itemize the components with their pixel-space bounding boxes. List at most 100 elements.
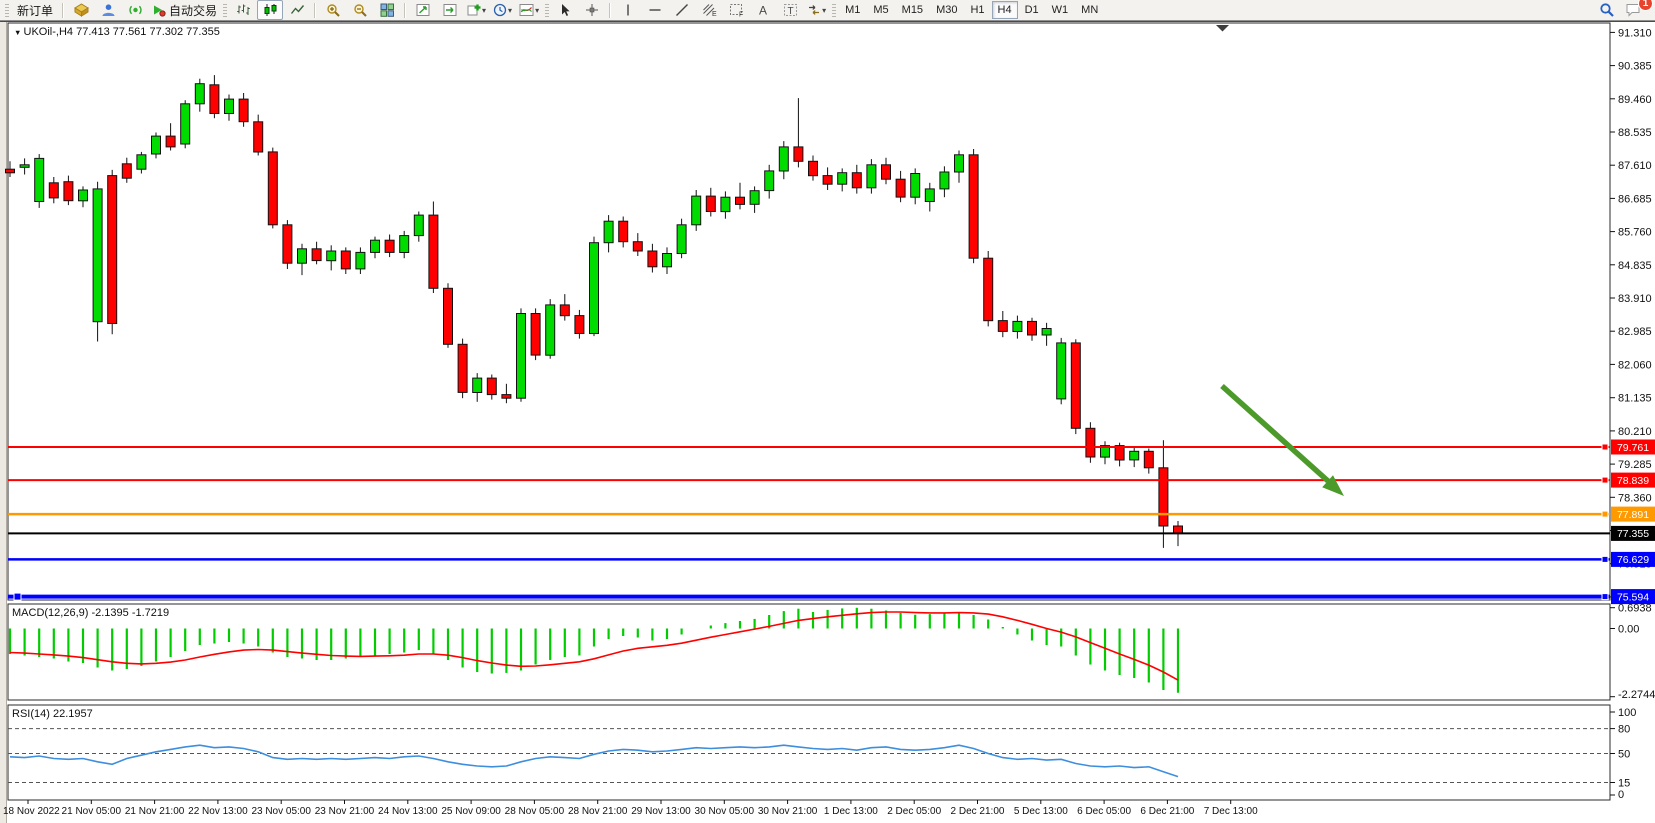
chevron-down-icon: ▾ — [822, 5, 827, 15]
svg-text:90.385: 90.385 — [1618, 61, 1652, 73]
price-axis: 91.310 90.385 89.460 88.535 87.610 86.685 85.7… — [1610, 27, 1652, 604]
svg-text:30 Nov 05:00: 30 Nov 05:00 — [695, 806, 755, 817]
line-chart-icon[interactable] — [284, 0, 310, 20]
text-icon[interactable]: A — [750, 0, 776, 20]
grid-icon[interactable]: F — [723, 0, 749, 20]
toolbar-separator — [404, 2, 407, 18]
new-chart-button[interactable]: ▾ — [464, 0, 489, 20]
toolbar-separator — [62, 2, 65, 18]
toolbar-separator — [314, 2, 317, 18]
svg-text:82.060: 82.060 — [1618, 359, 1652, 371]
macd-label: MACD(12,26,9) -2.1395 -1.7219 — [12, 607, 169, 619]
svg-text:7 Dec 13:00: 7 Dec 13:00 — [1204, 806, 1258, 817]
text-label-icon[interactable]: T — [777, 0, 803, 20]
tab-timeframe-m1[interactable]: M1 — [845, 4, 861, 16]
toolbar: 新订单 自动交易 ▾ ▾ — [0, 0, 1655, 21]
chevron-down-icon: ▾ — [508, 5, 513, 15]
macd-signal-line — [9, 611, 1179, 681]
tab-timeframe-d1[interactable]: D1 — [1024, 4, 1039, 16]
tab-timeframe-h4[interactable]: H4 — [991, 1, 1018, 19]
bar-chart-icon[interactable] — [230, 0, 256, 20]
chart-profile-icon[interactable] — [410, 0, 436, 20]
new-order-button[interactable]: 新订单 — [17, 3, 54, 18]
svg-text:80: 80 — [1618, 724, 1630, 736]
svg-text:82.985: 82.985 — [1618, 326, 1652, 338]
toolbar-grip[interactable] — [5, 3, 9, 17]
rsi-pane[interactable]: 100 80 50 150 RSI(14) 22.1957 — [7, 704, 1636, 801]
tab-timeframe-m5[interactable]: M5 — [873, 4, 889, 16]
toolbar-grip[interactable] — [545, 3, 550, 17]
svg-text:2 Dec 21:00: 2 Dec 21:00 — [951, 806, 1005, 817]
broadcast-icon[interactable] — [122, 0, 148, 20]
svg-text:50: 50 — [1618, 749, 1630, 761]
zoom-out-icon[interactable] — [347, 0, 373, 20]
chart-canvas[interactable]: 91.310 90.385 89.460 88.535 87.610 86.685 85.7… — [0, 21, 1655, 823]
svg-text:29 Nov 13:00: 29 Nov 13:00 — [631, 806, 691, 817]
chevron-down-icon: ▾ — [482, 5, 487, 15]
vertical-line-icon[interactable] — [615, 0, 641, 20]
svg-text:89.460: 89.460 — [1618, 94, 1652, 106]
svg-text:1 Dec 13:00: 1 Dec 13:00 — [824, 806, 878, 817]
svg-text:22 Nov 13:00: 22 Nov 13:00 — [188, 806, 248, 817]
time-axis: 18 Nov 2022 21 Nov 05:00 21 Nov 21:00 22 No… — [3, 800, 1258, 817]
svg-text:23 Nov 05:00: 23 Nov 05:00 — [251, 806, 311, 817]
svg-text:30 Nov 21:00: 30 Nov 21:00 — [758, 806, 818, 817]
trader-profile-icon[interactable] — [95, 0, 121, 20]
search-icon[interactable] — [1594, 0, 1620, 20]
tab-timeframe-h1[interactable]: H1 — [970, 4, 985, 16]
svg-text:86.685: 86.685 — [1618, 193, 1652, 205]
svg-text:15: 15 — [1618, 778, 1630, 790]
zoom-in-icon[interactable] — [320, 0, 346, 20]
tab-timeframe-w1[interactable]: W1 — [1051, 4, 1069, 16]
new-chart-icon — [467, 4, 481, 16]
svg-text:5 Dec 13:00: 5 Dec 13:00 — [1014, 806, 1068, 817]
trendline-icon[interactable] — [669, 0, 695, 20]
indicators-button[interactable]: ▾ — [516, 0, 542, 20]
price-label-boxes: 79.761 78.839 77.891 77.355 76.629 75.594 — [1611, 439, 1655, 605]
svg-text:80.210: 80.210 — [1618, 426, 1652, 438]
chart-shift-marker[interactable] — [1216, 25, 1229, 32]
chart-shift-icon[interactable] — [437, 0, 463, 20]
svg-text:21 Nov 21:00: 21 Nov 21:00 — [125, 806, 185, 817]
svg-text:78.360: 78.360 — [1618, 492, 1652, 504]
period-clock-button[interactable]: ▾ — [490, 0, 515, 20]
autotrading-button[interactable]: 自动交易 — [149, 0, 220, 20]
tab-timeframe-m30[interactable]: M30 — [936, 4, 958, 16]
horizontal-line-icon[interactable] — [642, 0, 668, 20]
svg-text:F: F — [739, 12, 743, 18]
svg-text:A: A — [759, 4, 767, 18]
svg-text:25 Nov 09:00: 25 Nov 09:00 — [441, 806, 501, 817]
indicators-icon — [519, 4, 534, 16]
trend-arrow-annotation[interactable] — [1220, 383, 1344, 496]
chart-title: ▼ UKOil-,H4 77.413 77.561 77.302 77.355 — [14, 26, 220, 38]
crosshair-icon[interactable] — [579, 0, 605, 20]
svg-text:79.285: 79.285 — [1618, 459, 1652, 471]
tab-timeframe-mn[interactable]: MN — [1081, 4, 1099, 16]
toolbar-grip[interactable] — [223, 3, 228, 17]
svg-text:0.6938: 0.6938 — [1618, 603, 1652, 615]
toolbar-grip[interactable] — [832, 3, 837, 17]
arrow-objects-button[interactable]: ▾ — [804, 0, 829, 20]
notification-badge[interactable]: 1 — [1638, 0, 1653, 11]
svg-text:24 Nov 13:00: 24 Nov 13:00 — [378, 806, 438, 817]
macd-pane[interactable]: 0.6938 0.00 -2.2744 MACD(12,26,9) -2.1395 -… — [7, 603, 1655, 701]
svg-text:79.761: 79.761 — [1617, 442, 1649, 454]
svg-text:83.910: 83.910 — [1618, 293, 1652, 305]
gold-package-icon[interactable] — [68, 0, 94, 20]
fibonacci-icon[interactable]: E — [696, 0, 722, 20]
main-pane[interactable]: 91.310 90.385 89.460 88.535 87.610 86.685 85.7… — [5, 22, 1655, 605]
macd-axis: 0.6938 0.00 -2.2744 — [1610, 603, 1655, 701]
cursor-icon[interactable] — [552, 0, 578, 20]
svg-text:6 Dec 05:00: 6 Dec 05:00 — [1077, 806, 1131, 817]
tab-timeframe-m15[interactable]: M15 — [901, 4, 924, 16]
rsi-label: RSI(14) 22.1957 — [12, 708, 93, 720]
autotrading-label: 自动交易 — [169, 3, 218, 18]
svg-text:81.135: 81.135 — [1618, 393, 1652, 405]
svg-text:2 Dec 05:00: 2 Dec 05:00 — [887, 806, 941, 817]
svg-text:88.535: 88.535 — [1618, 127, 1652, 139]
candlesticks — [5, 75, 1183, 548]
rsi-line — [9, 744, 1179, 778]
candlestick-chart-icon[interactable] — [257, 0, 284, 20]
horizontal-lines[interactable] — [8, 443, 1610, 601]
tile-windows-icon[interactable] — [374, 0, 400, 20]
